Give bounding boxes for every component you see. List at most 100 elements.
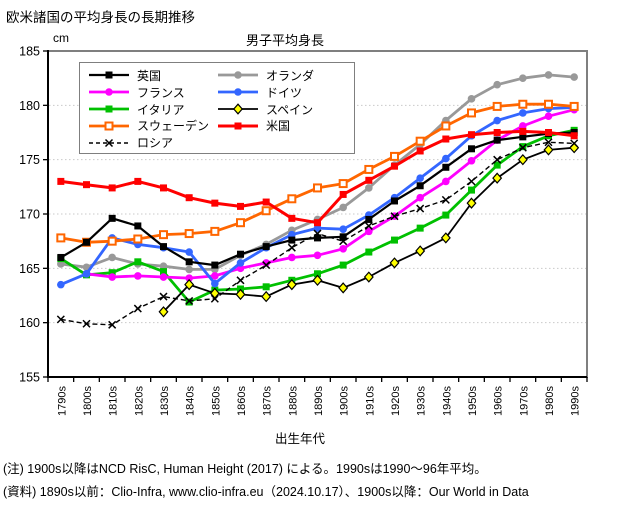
x-tick-label: 1920s <box>390 386 402 416</box>
legend-label: 米国 <box>266 119 291 134</box>
x-tick-label: 1980s <box>544 386 556 416</box>
data-point-square <box>160 184 167 192</box>
legend-marker-glyph <box>104 138 114 147</box>
data-point-square <box>493 129 501 136</box>
y-tick-label: 160 <box>19 316 40 330</box>
data-point-square <box>108 269 116 277</box>
legend-label: ロシア <box>137 136 174 151</box>
data-point-diamond <box>466 197 477 209</box>
data-point-open-square <box>159 230 168 240</box>
data-point-open-square <box>107 236 117 246</box>
data-point-square <box>365 176 373 184</box>
data-point-circle <box>313 224 322 232</box>
data-point-square <box>288 236 296 244</box>
data-point-diamond <box>235 288 246 301</box>
x-tick-label: 1970s <box>518 386 530 416</box>
data-point-diamond <box>158 306 169 318</box>
x-tick-label: 1950s <box>467 386 479 416</box>
data-point-square <box>442 163 450 171</box>
data-point-square <box>262 243 270 251</box>
data-point-square <box>493 161 501 169</box>
data-point-square <box>57 253 65 261</box>
data-point-square <box>134 177 142 185</box>
chart-title: 男子平均身長 <box>245 33 324 48</box>
data-point-open-square <box>518 99 528 109</box>
x-tick-label: 1900s <box>339 386 351 416</box>
data-point-circle <box>185 248 193 256</box>
data-point-circle <box>442 177 450 186</box>
data-point-circle <box>134 272 142 280</box>
data-point-open-square <box>287 194 297 204</box>
legend-marker-italy <box>89 105 129 113</box>
data-point-circle <box>570 73 578 81</box>
data-point-square <box>339 261 347 269</box>
data-point-square <box>416 224 424 232</box>
data-point-x <box>493 155 502 164</box>
data-point-x <box>210 294 219 303</box>
data-point-square <box>416 182 424 190</box>
data-point-circle <box>493 80 501 89</box>
data-point-circle <box>57 260 65 268</box>
x-tick-label: 1910s <box>364 386 376 416</box>
data-point-square <box>468 145 475 153</box>
data-point-square <box>365 215 373 223</box>
data-point-circle <box>159 262 168 270</box>
data-point-x <box>82 319 91 328</box>
data-point-circle <box>288 253 296 262</box>
data-point-square <box>185 194 193 202</box>
data-point-square <box>134 258 142 266</box>
data-point-circle <box>519 122 527 130</box>
data-point-circle <box>82 269 91 278</box>
legend-marker-russia <box>89 138 129 147</box>
data-point-circle <box>313 251 322 260</box>
data-point-square <box>314 234 321 242</box>
data-point-x <box>262 261 271 270</box>
legend-item-france: フランス <box>88 84 209 101</box>
data-point-square <box>108 214 116 222</box>
data-point-circle <box>159 273 168 281</box>
x-tick-label: 1990s <box>570 386 582 416</box>
x-tick-label: 1830s <box>159 386 171 416</box>
data-point-x <box>287 243 296 252</box>
data-point-square <box>160 268 167 276</box>
data-point-open-square <box>210 226 220 236</box>
data-point-x <box>236 276 245 285</box>
legend-marker-united-states <box>218 122 258 130</box>
data-point-square <box>493 136 501 144</box>
data-point-square <box>185 298 193 306</box>
legend-marker-glyph <box>104 121 114 131</box>
data-point-diamond <box>312 274 323 286</box>
data-point-circle <box>339 203 347 212</box>
legend-item-spain: スペイン <box>217 101 314 118</box>
data-point-x <box>133 304 142 313</box>
data-point-diamond <box>440 232 451 244</box>
data-point-square <box>519 127 527 135</box>
x-tick-label: 1810s <box>108 386 120 416</box>
data-point-x <box>313 229 322 238</box>
y-tick-label: 180 <box>19 99 40 113</box>
data-point-open-square <box>467 108 476 118</box>
data-point-diamond <box>363 271 374 283</box>
data-point-square <box>545 129 552 136</box>
data-point-circle <box>365 184 373 192</box>
data-point-x <box>544 138 553 147</box>
data-point-diamond <box>389 257 400 269</box>
data-point-square <box>339 190 347 198</box>
data-point-square <box>288 214 296 222</box>
x-axis-title: 出生年代 <box>274 432 325 446</box>
data-point-x <box>467 177 476 186</box>
data-point-square <box>468 131 475 139</box>
y-tick-label: 170 <box>19 208 40 222</box>
data-point-square <box>519 143 527 151</box>
data-point-circle <box>185 265 193 274</box>
data-point-square <box>185 258 193 266</box>
data-point-open-square <box>390 151 399 161</box>
data-point-circle <box>467 156 476 165</box>
data-point-x <box>364 221 373 230</box>
x-tick-label: 1960s <box>493 386 505 416</box>
legend-item-united-kingdom: 英国 <box>88 67 209 84</box>
data-point-diamond <box>517 153 528 166</box>
legend-marker-glyph <box>105 71 113 79</box>
x-tick-label: 1940s <box>441 386 453 416</box>
legend-marker-germany <box>218 88 258 96</box>
